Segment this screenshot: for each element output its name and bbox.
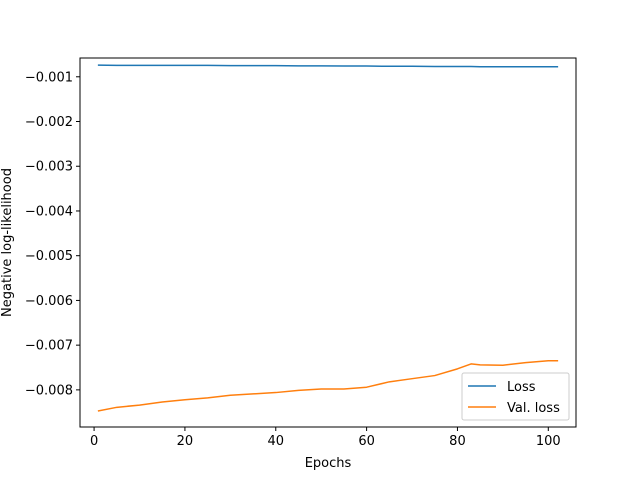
series-layer [97,64,559,412]
x-tick-label: 20 [177,434,194,449]
y-tick-label: −0.008 [25,383,73,398]
y-tick-label: −0.001 [25,70,73,85]
y-ticks: −0.008 −0.007 −0.006 −0.005 −0.004 −0.003 −0.0… [25,70,80,398]
y-tick-label: −0.002 [25,115,73,130]
y-tick-label: −0.005 [25,249,73,264]
x-tick-label: 80 [449,434,466,449]
x-axis-label: Epochs [305,456,352,471]
y-tick-label: −0.004 [25,204,73,219]
plot-frame [79,57,577,428]
legend-label-val-loss: Val. loss [507,401,560,416]
series-line-val-loss [97,360,559,412]
legend-box [461,372,570,421]
y-tick-label: −0.003 [25,160,73,175]
legend: Loss Val. loss [461,372,570,421]
legend-label-loss: Loss [507,380,536,395]
y-tick-label: −0.006 [25,294,73,309]
x-tick-label: 40 [267,434,284,449]
x-tick-label: 0 [90,434,98,449]
y-tick-label: −0.007 [25,339,73,354]
x-tick-label: 60 [358,434,375,449]
y-axis-label: Negative log-likelihood [0,168,15,317]
series-line-loss [97,64,559,68]
x-tick-label: 100 [536,434,561,449]
x-ticks: 0 20 40 60 80 100 [90,427,561,449]
